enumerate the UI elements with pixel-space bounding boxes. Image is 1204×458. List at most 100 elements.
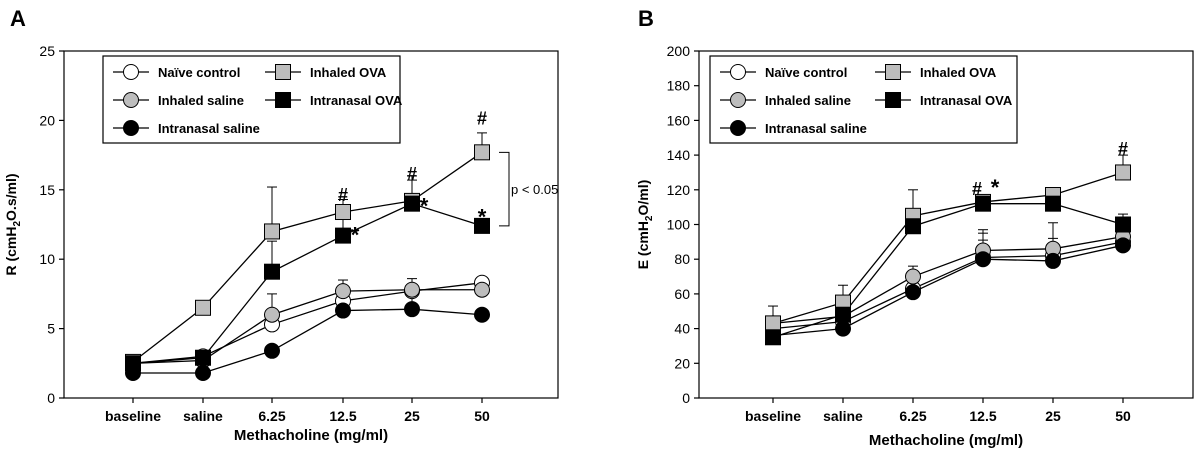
y-tick-label: 0 [47, 390, 55, 406]
significance-hash: # [477, 109, 487, 129]
bracket-label: p < 0.05 [511, 182, 558, 197]
data-point [264, 263, 280, 280]
significance-hash: # [1118, 139, 1128, 159]
legend-item-inhaled-ova: Inhaled OVA [265, 64, 387, 80]
markers-intranasal-saline [125, 301, 490, 382]
data-point [905, 268, 921, 285]
series-line [772, 236, 1124, 325]
markers-intranasal-saline [765, 237, 1131, 344]
y-tick-label: 180 [667, 78, 691, 94]
series-inhaled-saline [768, 218, 1128, 325]
data-point [195, 299, 211, 316]
significance-hash: # [407, 164, 417, 184]
markers-inhaled-saline [125, 281, 490, 372]
legend-marker [885, 64, 901, 80]
data-point [474, 306, 490, 323]
series-line [772, 241, 1124, 330]
data-point [264, 342, 280, 359]
x-tick-label: 25 [1045, 408, 1061, 424]
legend-item-inhaled-saline: Inhaled saline [720, 92, 851, 108]
legend-item-intranasal-saline: Intranasal saline [720, 120, 867, 136]
y-tick-label: 25 [39, 43, 55, 59]
legend: Naïve control Inhaled OVA Inhaled saline In… [709, 55, 1018, 144]
x-axis-title: Methacholine (mg/ml) [234, 427, 388, 444]
legend-marker [275, 92, 291, 108]
y-axis-title: E (cmH2O/ml) [635, 180, 655, 270]
series-line [132, 289, 482, 364]
series-line [772, 244, 1124, 337]
data-point [125, 355, 141, 372]
data-point [1045, 252, 1061, 269]
legend-label: Inhaled saline [158, 93, 244, 108]
y-tick-label: 20 [674, 355, 690, 371]
legend-item-intranasal-ova: Intranasal OVA [875, 92, 1013, 108]
data-point [474, 144, 490, 161]
y-tick-label: 40 [674, 321, 690, 337]
legend-item-na-ve-control: Naïve control [720, 64, 847, 80]
series-line [132, 151, 483, 363]
panel-label: A [10, 6, 26, 31]
legend-marker [123, 92, 139, 108]
data-point [335, 227, 351, 244]
series-line [132, 202, 483, 364]
data-point [264, 223, 280, 240]
significance-hash: # [338, 185, 348, 205]
x-tick-label: baseline [105, 408, 161, 424]
significance-bracket [499, 151, 510, 227]
x-tick-label: 12.5 [969, 408, 996, 424]
x-tick-label: 25 [404, 408, 420, 424]
data-point [335, 283, 351, 300]
series-inhaled-saline [128, 278, 487, 364]
series-line [772, 203, 1124, 338]
markers-inhaled-ova [765, 164, 1131, 332]
markers-intranasal-ova [765, 195, 1131, 346]
significance-hash: # [972, 179, 982, 199]
series-line [132, 282, 483, 364]
x-tick-label: 6.25 [899, 408, 926, 424]
legend-marker [123, 64, 139, 80]
legend-label: Intranasal OVA [310, 93, 403, 108]
y-tick-label: 60 [674, 286, 690, 302]
y-tick-label: 15 [39, 182, 55, 198]
data-point [1045, 195, 1061, 212]
legend-label: Intranasal saline [158, 121, 260, 136]
y-tick-label: 160 [667, 112, 691, 128]
y-tick-label: 200 [667, 43, 691, 59]
legend-item-intranasal-ova: Intranasal OVA [265, 92, 403, 108]
x-tick-label: 50 [474, 408, 490, 424]
legend-marker [730, 92, 746, 108]
y-tick-label: 140 [667, 147, 691, 163]
y-tick-label: 80 [674, 251, 690, 267]
plot-frame [63, 50, 559, 399]
data-point [835, 320, 851, 337]
series-inhaled-ova [128, 132, 487, 363]
series-inhaled-ova [768, 154, 1128, 325]
y-tick-label: 0 [682, 390, 690, 406]
data-point [905, 284, 921, 301]
significance-star: * [420, 193, 429, 218]
data-point [1115, 164, 1131, 181]
markers-intranasal-ova [125, 195, 490, 372]
data-point [335, 204, 351, 221]
legend-label: Inhaled saline [765, 93, 851, 108]
data-point [474, 217, 490, 234]
legend-label: Inhaled OVA [920, 65, 997, 80]
legend-marker [730, 64, 746, 80]
panel-label: B [638, 6, 654, 31]
y-tick-label: 10 [39, 251, 55, 267]
x-tick-label: baseline [745, 408, 801, 424]
legend-item-intranasal-saline: Intranasal saline [113, 120, 260, 136]
legend-item-inhaled-ova: Inhaled OVA [875, 64, 997, 80]
data-point [404, 301, 420, 318]
data-point [264, 306, 280, 323]
data-point [404, 281, 420, 298]
series-line [772, 171, 1124, 325]
legend-marker [885, 92, 901, 108]
legend-box [102, 55, 401, 144]
significance-star: * [351, 223, 360, 248]
y-tick-label: 5 [47, 321, 55, 337]
legend-label: Intranasal OVA [920, 93, 1013, 108]
significance-star: * [478, 205, 487, 230]
legend-marker [275, 64, 291, 80]
